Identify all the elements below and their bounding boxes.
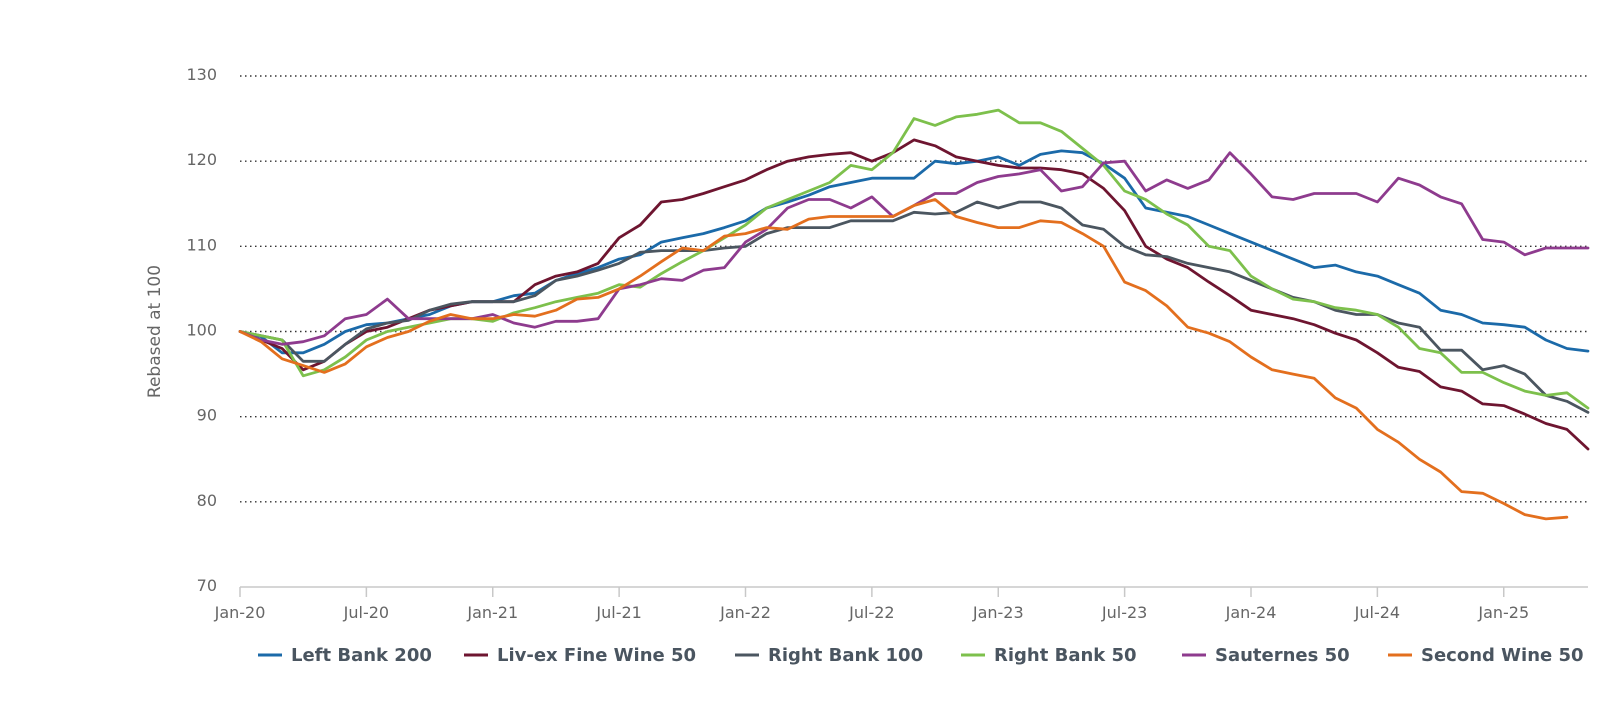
- series-line-right-bank-50: [238, 108, 1590, 410]
- legend-label: Left Bank 200: [291, 645, 432, 666]
- legend-item[interactable]: Right Bank 100: [735, 645, 923, 666]
- legend-item[interactable]: Second Wine 50: [1388, 645, 1584, 666]
- legend-label: Liv-ex Fine Wine 50: [497, 645, 696, 666]
- y-axis-label: Rebased at 100: [145, 265, 165, 398]
- series-line-left-bank-200: [238, 149, 1590, 355]
- series-line-liv-ex-fine-wine-50: [238, 138, 1590, 451]
- legend-label: Right Bank 50: [994, 645, 1137, 666]
- legend-label: Sauternes 50: [1215, 645, 1350, 666]
- legend-label: Second Wine 50: [1421, 645, 1584, 666]
- legend-item[interactable]: Liv-ex Fine Wine 50: [464, 645, 696, 666]
- y-axis-ticks: 70 80 90 100 110 120 130: [186, 65, 217, 595]
- x-tick-label: Jul-22: [848, 603, 894, 622]
- y-tick-label: 70: [197, 576, 217, 595]
- legend-item[interactable]: Left Bank 200: [258, 645, 432, 666]
- x-tick-label: Jan-24: [1225, 603, 1277, 622]
- series-lines: [238, 108, 1590, 521]
- legend-label: Right Bank 100: [768, 645, 923, 666]
- x-tick-label: Jan-22: [719, 603, 771, 622]
- x-tick-label: Jan-23: [972, 603, 1024, 622]
- x-tick-label: Jan-20: [214, 603, 266, 622]
- y-tick-label: 80: [197, 491, 217, 510]
- x-tick-label: Jul-23: [1101, 603, 1147, 622]
- y-tick-label: 100: [186, 321, 217, 340]
- x-tick-label: Jul-21: [595, 603, 641, 622]
- x-tick-label: Jan-25: [1477, 603, 1529, 622]
- legend-item[interactable]: Sauternes 50: [1182, 645, 1350, 666]
- x-tick-label: Jan-21: [466, 603, 518, 622]
- series-line-sauternes-50: [238, 151, 1590, 346]
- y-tick-label: 90: [197, 406, 217, 425]
- x-axis: Jan-20 Jul-20 Jan-21 Jul-21 Jan-22 Jul-22 Jan-…: [214, 586, 1588, 622]
- series-line-second-wine-50: [238, 198, 1569, 521]
- x-tick-label: Jul-24: [1354, 603, 1400, 622]
- y-tick-label: 130: [186, 65, 217, 84]
- legend[interactable]: Left Bank 200 Liv-ex Fine Wine 50 Right Ba…: [258, 645, 1584, 666]
- series-line-right-bank-100: [238, 200, 1590, 414]
- x-tick-label: Jul-20: [343, 603, 389, 622]
- y-tick-label: 120: [186, 150, 217, 169]
- y-tick-label: 110: [186, 235, 217, 254]
- legend-item[interactable]: Right Bank 50: [961, 645, 1137, 666]
